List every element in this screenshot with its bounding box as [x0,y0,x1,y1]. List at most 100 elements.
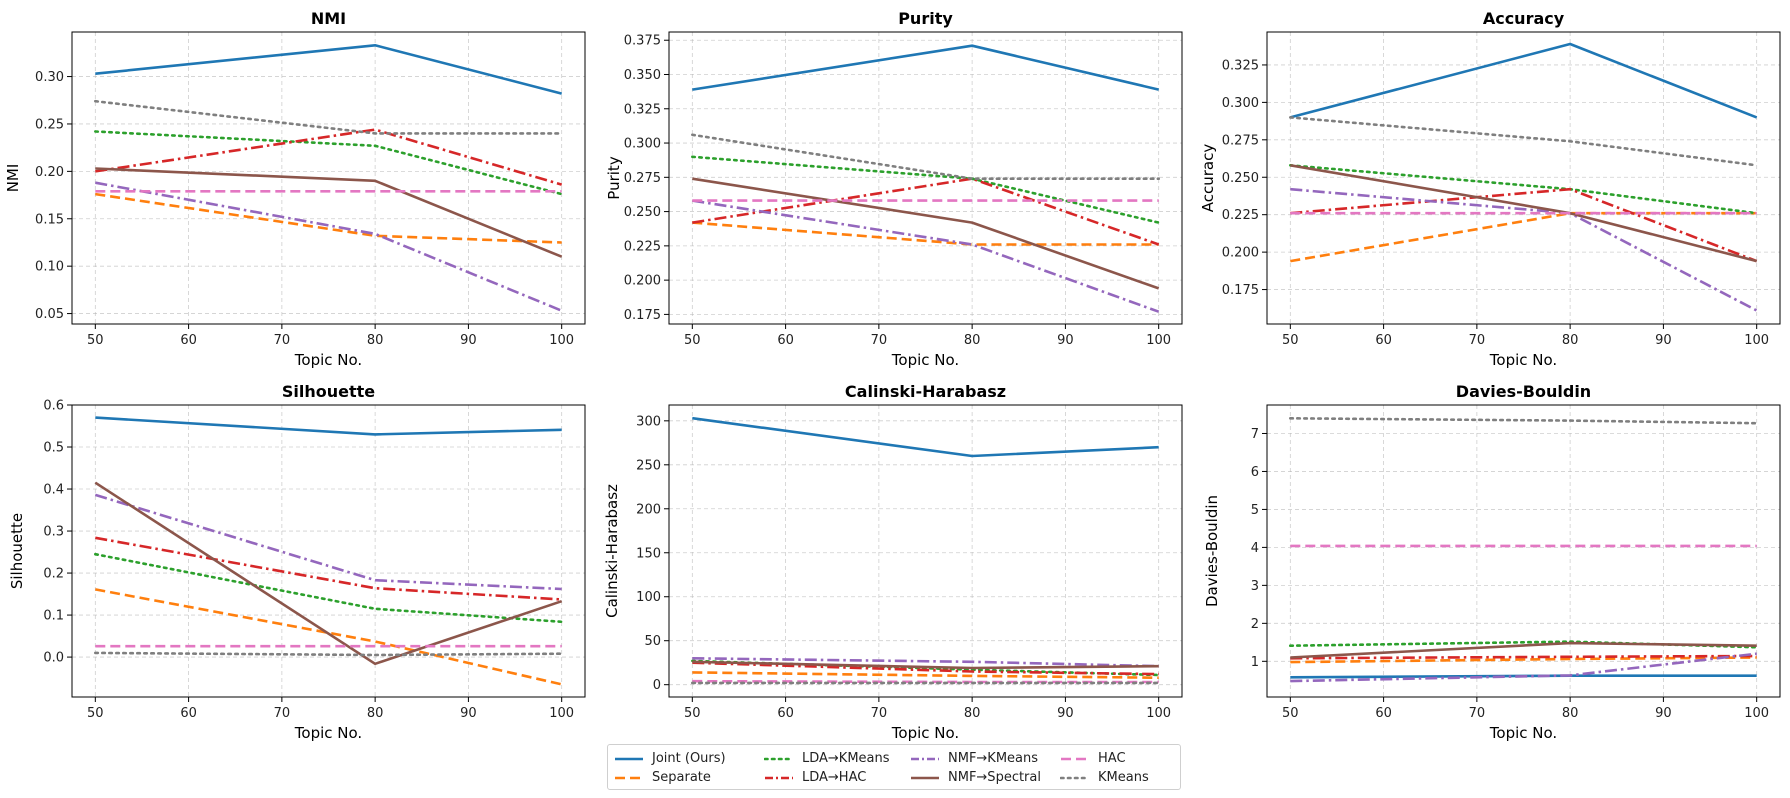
x-tick-label: 80 [367,333,384,348]
series-line [94,552,564,624]
x-tick-label: 90 [1057,706,1074,721]
panel-title: Accuracy [1483,9,1565,28]
x-axis-label: Topic No. [891,724,959,742]
x-tick-label: 90 [1655,706,1672,721]
series-line [95,128,563,186]
y-tick-label: 0.175 [624,308,661,323]
x-tick-label: 70 [274,706,291,721]
series-line [1289,42,1758,119]
series-line [690,133,1160,180]
x-tick-label: 50 [87,333,104,348]
legend-swatch [1061,757,1089,760]
y-tick-label: 6 [1251,465,1259,480]
series-line [692,416,1159,458]
panel-2: 50 60 70 80 90 100 0.175 0.200 0.225 0.250 0.275 0.… [605,9,1183,369]
y-tick-label: 0.275 [624,171,661,186]
y-tick-label: 0.250 [624,205,661,220]
x-tick-label: 100 [549,706,574,721]
y-tick-label: 0.300 [1222,96,1259,111]
series-line [692,221,1159,246]
x-tick-label: 50 [1282,706,1299,721]
series-line [1290,656,1757,664]
legend-swatch [911,757,939,760]
y-tick-label: 0.20 [35,165,64,180]
legend-item: KMeans [1060,768,1180,787]
y-tick-label: 0.325 [624,102,661,117]
x-tick-label: 60 [180,706,197,721]
legend-swatch [765,776,793,779]
x-axis-label: Topic No. [1489,724,1557,742]
y-tick-label: 0.1 [43,609,64,624]
series-line [1290,652,1757,683]
legend-item: NMF→KMeans [910,749,1060,768]
x-tick-label: 60 [1375,706,1392,721]
y-tick-label: 4 [1251,541,1259,556]
y-tick-label: 100 [636,590,661,605]
axes-frame [1266,31,1781,325]
x-tick-label: 70 [274,333,291,348]
x-tick-label: 80 [1562,333,1579,348]
series-line [1290,641,1757,659]
legend-item: Separate [614,768,764,787]
y-tick-label: 0.225 [624,239,661,254]
series-line [692,671,1159,679]
series-line [95,43,563,95]
panel-1: 50 60 70 80 90 100 0.05 0.10 0.15 0.20 0.25 0.30 NMI… [4,9,586,369]
x-tick-label: 100 [1744,706,1769,721]
x-tick-label: 90 [1057,333,1074,348]
y-tick-label: 1 [1251,655,1259,670]
y-tick-label: 0.5 [43,441,64,456]
panel-3: 50 60 70 80 90 100 0.175 0.200 0.225 0.250 0.275 0.… [1199,9,1781,369]
y-tick-label: 0.200 [1222,246,1259,261]
x-axis-label: Topic No. [294,724,362,742]
axes-frame [668,31,1183,325]
series-line [94,493,562,591]
x-tick-label: 80 [964,333,981,348]
x-tick-label: 70 [1469,333,1486,348]
x-tick-label: 70 [871,706,888,721]
legend-item: Joint (Ours) [614,749,764,768]
legend-label: LDA→HAC [802,770,867,785]
series-line [692,661,1159,676]
series-line [1289,416,1758,425]
y-axis-label: Silhouette [8,513,26,589]
y-tick-label: 0.0 [43,651,64,666]
panel-5: 50 60 70 80 90 100 0 50 100 150 200 250 300 Calinski-… [603,382,1183,742]
x-tick-label: 60 [777,333,794,348]
axes-frame [1266,404,1781,698]
series-line [692,199,1160,313]
y-tick-label: 0.275 [1222,133,1259,148]
legend-label: HAC [1098,751,1126,766]
y-tick-label: 0.30 [35,70,64,85]
y-tick-label: 0.175 [1222,283,1259,298]
axes-frame [71,404,586,698]
legend-item: LDA→HAC [764,768,910,787]
y-tick-label: 0.05 [35,307,64,322]
series-line [95,416,562,436]
y-tick-label: 0.200 [624,274,661,289]
series-line [1290,187,1758,263]
y-tick-label: 0.15 [35,212,64,227]
legend-item: LDA→KMeans [764,749,910,768]
panel-title: Purity [898,9,953,28]
y-tick-label: 7 [1251,427,1259,442]
panel-title: NMI [311,9,346,28]
legend-label: NMF→Spectral [948,770,1041,785]
x-tick-label: 50 [1282,333,1299,348]
series-line [95,181,563,312]
series-line [95,536,562,601]
y-tick-label: 50 [644,634,661,649]
legend-label: NMF→KMeans [948,751,1039,766]
panel-4: 50 60 70 80 90 100 0.0 0.1 0.2 0.3 0.4 0.5 0.6 Silhou… [8,382,586,742]
series-line [94,130,564,196]
series-line [692,44,1159,91]
x-axis-label: Topic No. [1489,351,1557,369]
y-tick-label: 3 [1251,579,1259,594]
series-line [94,651,564,657]
series-line [94,481,563,666]
axes-frame [668,404,1183,698]
panel-title: Silhouette [282,382,375,401]
x-tick-label: 70 [1469,706,1486,721]
x-tick-label: 100 [1744,333,1769,348]
